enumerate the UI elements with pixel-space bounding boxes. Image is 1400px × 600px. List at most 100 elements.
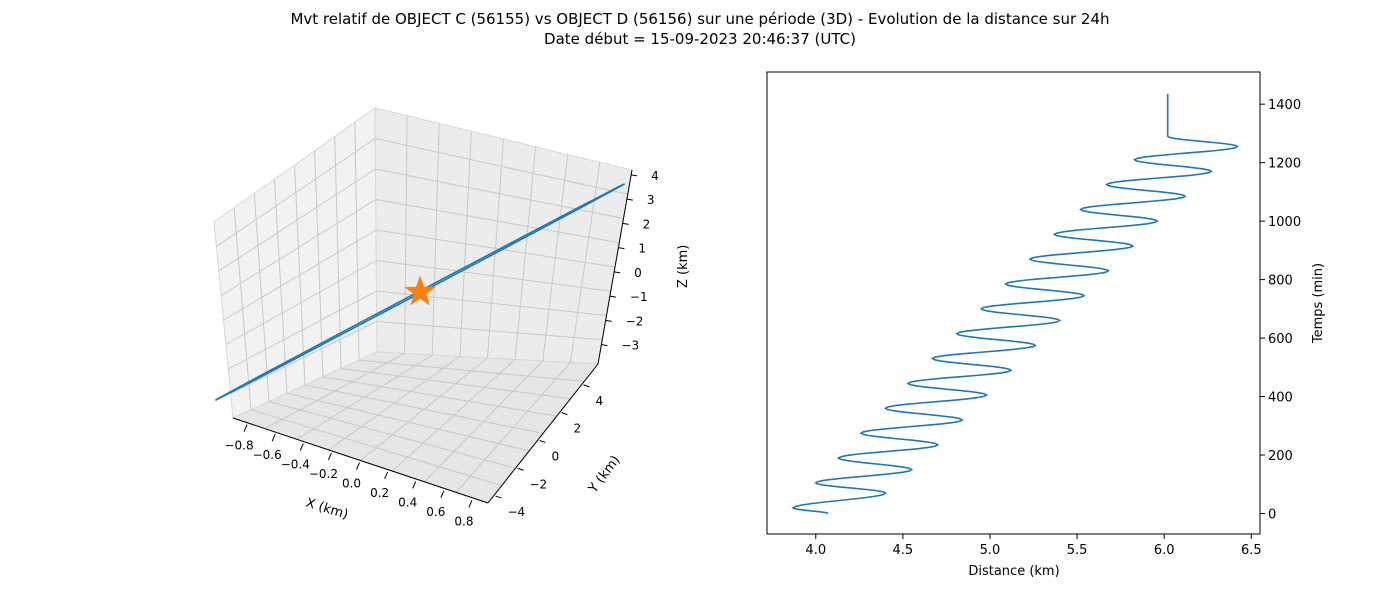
x-tick bbox=[271, 433, 276, 442]
orbit-segment bbox=[502, 229, 540, 250]
grid-line bbox=[375, 138, 628, 195]
orbit-segment bbox=[335, 314, 376, 337]
y-tick bbox=[539, 439, 546, 443]
grid-line bbox=[358, 359, 585, 382]
orbit-segment bbox=[300, 334, 338, 355]
grid-line bbox=[455, 362, 571, 493]
y-tick-label: 0 bbox=[1268, 508, 1276, 523]
plot-frame bbox=[766, 71, 1261, 535]
x-tick-label: −0.6 bbox=[253, 448, 282, 462]
z-axis-line bbox=[597, 169, 633, 365]
x-tick-label: 6.5 bbox=[1241, 543, 1262, 558]
y-tick-label: 2 bbox=[574, 422, 582, 436]
y-tick-label: −2 bbox=[530, 477, 548, 491]
orbit-segment bbox=[425, 268, 467, 291]
y-tick-label: 200 bbox=[1268, 449, 1293, 464]
z-tick bbox=[609, 295, 616, 298]
x-tick bbox=[412, 481, 417, 489]
grid-line bbox=[514, 146, 537, 360]
x-tick-label: 0.2 bbox=[370, 486, 389, 500]
grid-line bbox=[334, 136, 342, 369]
orbit-segment bbox=[228, 381, 248, 394]
z-tick bbox=[622, 222, 629, 225]
z-tick-label: −3 bbox=[621, 339, 639, 353]
orbit-segment bbox=[246, 368, 273, 384]
y-tick-label: 800 bbox=[1268, 274, 1293, 289]
y-tick-label: 600 bbox=[1268, 332, 1293, 347]
x-tick-label: −0.4 bbox=[281, 458, 310, 472]
x-tick bbox=[468, 500, 473, 508]
plot-3d: −0.8−0.6−0.4−0.20.00.20.40.60.8−4−2024−3… bbox=[213, 107, 691, 528]
x-tick-label: 0.4 bbox=[398, 495, 417, 509]
x-axis-label: X (km) bbox=[304, 496, 350, 523]
orbit-segment bbox=[279, 349, 313, 368]
grid-line bbox=[216, 138, 376, 247]
orbit-segment bbox=[310, 330, 349, 352]
x-tick-label: 6.0 bbox=[1154, 543, 1175, 558]
z-tick-label: 1 bbox=[638, 242, 646, 256]
chart-title: Mvt relatif de OBJECT C (56155) vs OBJEC… bbox=[290, 10, 1110, 28]
y-tick-label: 0 bbox=[552, 449, 560, 463]
grid-line bbox=[218, 168, 376, 272]
z-tick bbox=[601, 344, 608, 347]
orbit-segment bbox=[252, 365, 281, 382]
y-tick-label: 1400 bbox=[1268, 98, 1301, 113]
grid-line bbox=[375, 168, 624, 219]
orbit-segment bbox=[618, 183, 625, 188]
grid-line bbox=[375, 199, 620, 244]
z-tick bbox=[631, 174, 638, 177]
grid-line bbox=[354, 122, 360, 361]
x-tick bbox=[327, 452, 332, 461]
y-tick bbox=[583, 384, 590, 388]
z-tick-label: −1 bbox=[630, 290, 648, 304]
orbit-segment bbox=[346, 310, 387, 333]
z-tick-label: 3 bbox=[647, 193, 655, 207]
z-tick-label: 0 bbox=[634, 266, 642, 280]
orbit-segment bbox=[218, 391, 231, 400]
x-tick-label: −0.2 bbox=[309, 467, 338, 481]
grid-line bbox=[487, 138, 504, 359]
star-marker bbox=[404, 275, 436, 306]
grid-line bbox=[294, 164, 306, 386]
z-tick-label: 4 bbox=[651, 169, 659, 183]
y-tick-label: 1200 bbox=[1268, 157, 1301, 172]
x-tick-label: 0.8 bbox=[454, 514, 473, 528]
orbit-segment bbox=[537, 213, 570, 232]
z-tick bbox=[614, 271, 621, 274]
x-axis-line bbox=[232, 417, 489, 504]
x-tick-label: 5.0 bbox=[980, 543, 1001, 558]
plot-2d: 4.0 4.5 5.0 5.5 6.0 6.5 0 200 400 600 800 1000 1200… bbox=[766, 71, 1326, 579]
y-axis-line bbox=[487, 363, 599, 504]
orbit-segment bbox=[527, 216, 561, 235]
grid-line bbox=[220, 199, 377, 296]
orbit-segment bbox=[567, 200, 594, 216]
grid-line bbox=[542, 154, 569, 362]
x-tick bbox=[384, 471, 389, 480]
y-tick-label: 4 bbox=[596, 394, 604, 408]
orbit-segment bbox=[270, 352, 303, 371]
chart-subtitle: Date début = 15-09-2023 20:46:37 (UTC) bbox=[544, 30, 856, 48]
x-tick-label: 4.5 bbox=[893, 543, 914, 558]
grid-line bbox=[340, 368, 571, 400]
x-tick-label: 5.5 bbox=[1067, 543, 1088, 558]
orbit-segment bbox=[605, 185, 620, 194]
y-tick bbox=[561, 412, 568, 416]
y-tick-label: −4 bbox=[508, 505, 526, 519]
z-axis-label: Z (km) bbox=[676, 245, 691, 288]
orbit-segment bbox=[453, 251, 494, 274]
z-tick bbox=[626, 198, 633, 201]
x-tick bbox=[299, 443, 304, 451]
grid-line bbox=[314, 150, 324, 377]
x-tick bbox=[440, 490, 445, 499]
y-tick bbox=[495, 495, 502, 499]
x-tick bbox=[243, 424, 248, 432]
x-tick-label: 0.0 bbox=[342, 477, 361, 491]
z-tick bbox=[605, 319, 612, 322]
z-tick bbox=[618, 247, 625, 250]
grid-line bbox=[322, 376, 557, 417]
z-tick-label: 2 bbox=[643, 217, 651, 231]
orbit-segment bbox=[464, 248, 505, 270]
x-axis-label-2d: Distance (km) bbox=[968, 564, 1059, 579]
y-tick-label: 1000 bbox=[1268, 215, 1301, 230]
